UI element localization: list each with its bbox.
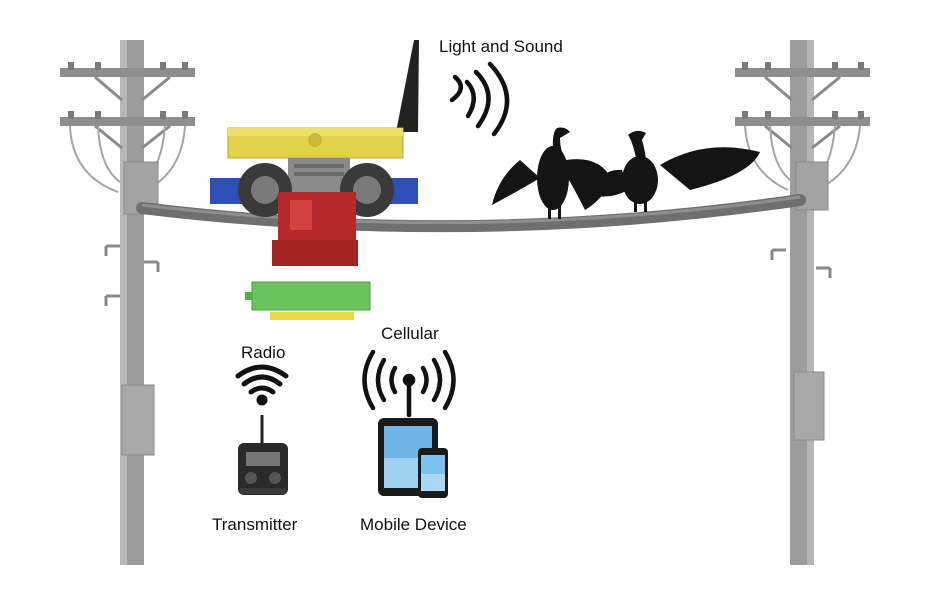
- battery-pack: [245, 281, 371, 320]
- utility-pole-left: [60, 40, 195, 565]
- radio-transmitter-icon: [238, 415, 288, 495]
- mobile-device-label: Mobile Device: [360, 515, 467, 534]
- cellular-antenna-icon: [362, 349, 456, 418]
- line-robot: [210, 40, 419, 266]
- radio-label: Radio: [241, 343, 286, 362]
- transmitter-label: Transmitter: [212, 515, 298, 534]
- sound-waves-icon: [449, 61, 510, 137]
- radio-wifi-icon: [235, 364, 289, 406]
- light-and-sound-label: Light and Sound: [439, 37, 563, 56]
- cormorant-birds: [492, 127, 760, 219]
- power-line: [136, 194, 806, 233]
- cellular-label: Cellular: [381, 324, 439, 343]
- mobile-devices-icon: [378, 418, 448, 498]
- utility-pole-right: [735, 40, 870, 565]
